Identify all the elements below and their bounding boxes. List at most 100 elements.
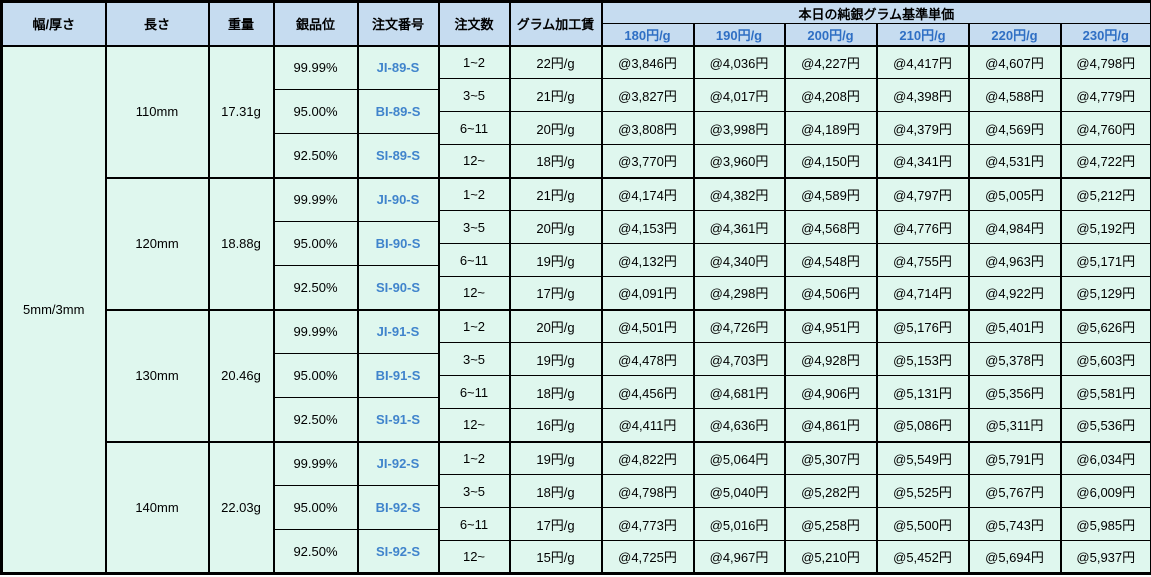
col-header-length: 長さ [104, 1, 210, 47]
price-cell: @4,382円 [692, 176, 786, 211]
price-cell: @6,009円 [1059, 474, 1151, 508]
price-group-header: 本日の純銀グラム基準単価 [600, 1, 1151, 24]
price-cell: @5,131円 [875, 375, 970, 409]
price-cell: @4,298円 [692, 276, 786, 310]
price-cell: @5,129円 [1059, 276, 1151, 310]
price-cell: @3,808円 [600, 111, 695, 145]
price-cell: @5,401円 [967, 308, 1062, 343]
price-cell: @5,171円 [1059, 243, 1151, 277]
col-header-price-230: 230円/g [1059, 23, 1151, 47]
price-cell: @4,967円 [692, 540, 786, 574]
order-no-cell: SI-90-S [356, 265, 440, 310]
purity-cell: 95.00% [272, 485, 359, 530]
order-qty-cell: 6~11 [437, 507, 511, 541]
order-qty-cell: 1~2 [437, 440, 511, 475]
price-cell: @5,356円 [967, 375, 1062, 409]
price-cell: @5,307円 [783, 440, 878, 475]
price-cell: @5,985円 [1059, 507, 1151, 541]
col-header-order-no: 注文番号 [356, 1, 440, 47]
gram-fee-cell: 18円/g [508, 375, 603, 409]
gram-fee-cell: 21円/g [508, 176, 603, 211]
order-qty-cell: 12~ [437, 144, 511, 178]
col-header-weight: 重量 [207, 1, 275, 47]
col-header-gram-fee: グラム加工賃 [508, 1, 603, 47]
order-qty-cell: 12~ [437, 276, 511, 310]
price-cell: @4,531円 [967, 144, 1062, 178]
price-cell: @4,928円 [783, 342, 878, 376]
price-cell: @5,525円 [875, 474, 970, 508]
price-cell: @5,536円 [1059, 408, 1151, 442]
col-header-price-180: 180円/g [600, 23, 695, 47]
order-no-cell: BI-92-S [356, 485, 440, 530]
price-cell: @5,452円 [875, 540, 970, 574]
price-cell: @4,861円 [783, 408, 878, 442]
price-cell: @4,798円 [1059, 44, 1151, 79]
price-cell: @5,040円 [692, 474, 786, 508]
price-cell: @4,722円 [1059, 144, 1151, 178]
price-cell: @4,760円 [1059, 111, 1151, 145]
gram-fee-cell: 19円/g [508, 342, 603, 376]
price-cell: @4,607円 [967, 44, 1062, 79]
order-qty-cell: 3~5 [437, 210, 511, 244]
price-cell: @4,411円 [600, 408, 695, 442]
order-no-cell: JI-92-S [356, 440, 440, 486]
purity-cell: 99.99% [272, 44, 359, 90]
price-cell: @4,091円 [600, 276, 695, 310]
price-cell: @3,998円 [692, 111, 786, 145]
price-cell: @5,282円 [783, 474, 878, 508]
price-cell: @4,036円 [692, 44, 786, 79]
order-no-cell: SI-92-S [356, 529, 440, 574]
price-cell: @4,150円 [783, 144, 878, 178]
price-cell: @4,776円 [875, 210, 970, 244]
order-no-cell: SI-89-S [356, 133, 440, 178]
price-cell: @4,714円 [875, 276, 970, 310]
purity-cell: 99.99% [272, 440, 359, 486]
gram-fee-cell: 20円/g [508, 210, 603, 244]
price-cell: @4,906円 [783, 375, 878, 409]
order-qty-cell: 1~2 [437, 176, 511, 211]
order-qty-cell: 3~5 [437, 78, 511, 112]
price-cell: @6,034円 [1059, 440, 1151, 475]
order-no-cell: SI-91-S [356, 397, 440, 442]
gram-fee-cell: 17円/g [508, 276, 603, 310]
price-cell: @4,773円 [600, 507, 695, 541]
price-cell: @5,192円 [1059, 210, 1151, 244]
weight-cell: 17.31g [207, 44, 275, 178]
gram-fee-cell: 21円/g [508, 78, 603, 112]
price-cell: @5,086円 [875, 408, 970, 442]
length-cell: 110mm [104, 44, 210, 178]
price-cell: @3,846円 [600, 44, 695, 79]
price-cell: @5,212円 [1059, 176, 1151, 211]
length-cell: 120mm [104, 176, 210, 310]
price-cell: @5,549円 [875, 440, 970, 475]
col-header-order-qty: 注文数 [437, 1, 511, 47]
price-cell: @4,568円 [783, 210, 878, 244]
weight-cell: 22.03g [207, 440, 275, 574]
price-cell: @4,779円 [1059, 78, 1151, 112]
weight-cell: 20.46g [207, 308, 275, 442]
purity-cell: 95.00% [272, 89, 359, 134]
price-cell: @5,937円 [1059, 540, 1151, 574]
price-cell: @5,694円 [967, 540, 1062, 574]
price-cell: @4,208円 [783, 78, 878, 112]
gram-fee-cell: 18円/g [508, 144, 603, 178]
price-cell: @5,603円 [1059, 342, 1151, 376]
purity-cell: 99.99% [272, 308, 359, 354]
price-cell: @4,501円 [600, 308, 695, 343]
order-no-cell: BI-90-S [356, 221, 440, 266]
price-cell: @4,922円 [967, 276, 1062, 310]
col-header-price-190: 190円/g [692, 23, 786, 47]
order-no-cell: JI-90-S [356, 176, 440, 222]
price-cell: @5,767円 [967, 474, 1062, 508]
purity-cell: 92.50% [272, 265, 359, 310]
price-cell: @4,726円 [692, 308, 786, 343]
price-cell: @4,569円 [967, 111, 1062, 145]
price-cell: @4,755円 [875, 243, 970, 277]
order-no-cell: BI-91-S [356, 353, 440, 398]
price-cell: @4,340円 [692, 243, 786, 277]
price-cell: @5,258円 [783, 507, 878, 541]
order-qty-cell: 6~11 [437, 111, 511, 145]
price-cell: @5,581円 [1059, 375, 1151, 409]
price-cell: @5,005円 [967, 176, 1062, 211]
